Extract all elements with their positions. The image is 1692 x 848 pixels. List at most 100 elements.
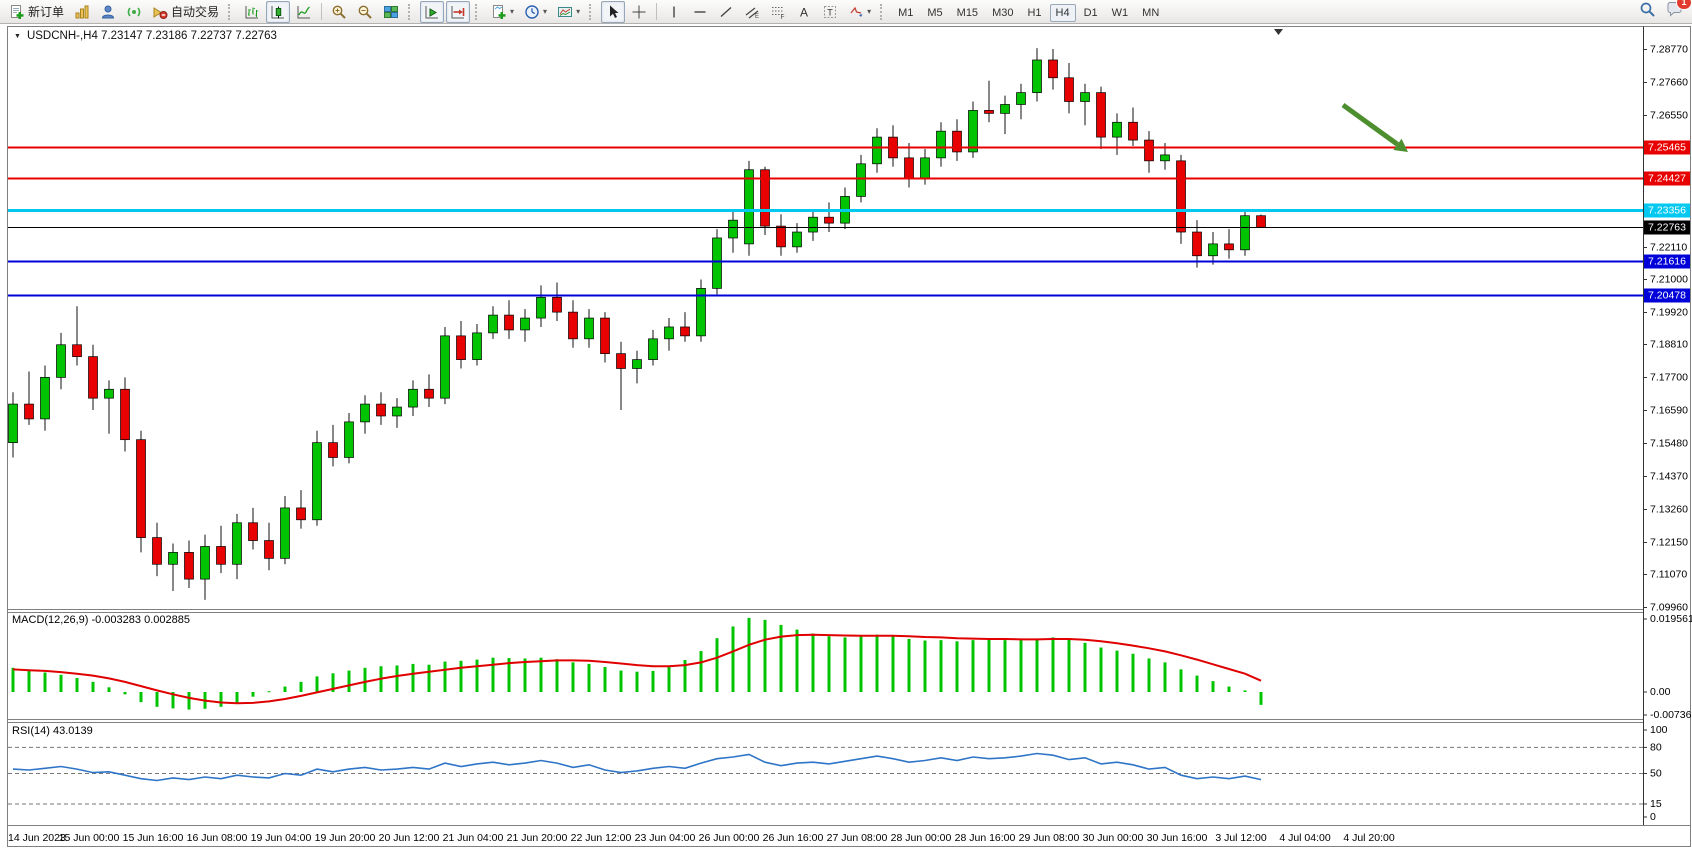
svg-text:15: 15 xyxy=(1650,798,1662,810)
svg-text:7.17700: 7.17700 xyxy=(1650,372,1688,384)
svg-text:21 Jun 04:00: 21 Jun 04:00 xyxy=(443,832,504,844)
zoom-out-icon xyxy=(357,4,373,20)
svg-text:7.27660: 7.27660 xyxy=(1650,77,1688,89)
chart-shift-button[interactable] xyxy=(446,0,471,23)
periods-button[interactable]: ▾ xyxy=(520,1,551,23)
market-watch-button[interactable] xyxy=(70,1,94,23)
cursor-button[interactable] xyxy=(601,0,626,23)
templates-icon xyxy=(557,4,573,20)
price-axis: 7.28770 7.27660 7.26550 7.22110 7.21000 7.199… xyxy=(1643,44,1688,614)
autotrading-button[interactable]: 自动交易 xyxy=(148,1,223,23)
cursor-icon xyxy=(605,4,621,20)
chart-shift-icon xyxy=(450,4,466,20)
fibonacci-icon: F xyxy=(770,4,786,20)
timeframe-D1[interactable]: D1 xyxy=(1083,6,1098,19)
horizontal-line-button[interactable] xyxy=(688,1,712,23)
text-button[interactable]: A xyxy=(792,1,816,23)
chart-window[interactable] xyxy=(6,24,1692,848)
timeframe-M30[interactable]: M30 xyxy=(992,6,1014,19)
fibonacci-button[interactable]: F xyxy=(766,1,790,23)
autotrading-label: 自动交易 xyxy=(171,5,220,19)
chart-shift-marker xyxy=(1274,29,1283,35)
timeframe-H4[interactable]: H4 xyxy=(1049,3,1076,22)
vertical-line-button[interactable] xyxy=(662,1,686,23)
market-watch-icon xyxy=(74,4,90,20)
svg-text:28 Jun 00:00: 28 Jun 00:00 xyxy=(891,832,952,844)
bar-chart-button[interactable] xyxy=(240,1,264,23)
rsi-label: RSI(14) 43.0139 xyxy=(12,725,93,737)
svg-text:7.21616: 7.21616 xyxy=(1648,256,1686,268)
dropdown-caret-icon: ▾ xyxy=(543,6,548,16)
svg-text:7.20478: 7.20478 xyxy=(1648,290,1686,302)
horizontal-line-icon xyxy=(692,4,708,20)
line-chart-button[interactable] xyxy=(292,1,316,23)
svg-text:0.019561: 0.019561 xyxy=(1650,613,1692,625)
chat-button[interactable]: 1 xyxy=(1666,0,1692,22)
templates-button[interactable]: ▾ xyxy=(553,1,584,23)
candlestick-icon xyxy=(270,4,286,20)
new-order-button[interactable]: 新订单 xyxy=(5,1,68,23)
periods-icon xyxy=(524,4,540,20)
svg-text:E: E xyxy=(755,14,759,20)
svg-text:-0.007367: -0.007367 xyxy=(1650,709,1692,721)
toolbar-gripper xyxy=(228,3,235,20)
svg-text:7.25465: 7.25465 xyxy=(1648,142,1686,154)
timeframe-group: M1 M5 M15 M30 H1 H4 D1 W1 MN xyxy=(891,3,1166,22)
svg-text:T: T xyxy=(827,7,833,17)
macd-pane: 0.019561 0.00 -0.007367 MACD(12,26,9) -0.00… xyxy=(11,613,1692,721)
svg-text:7.19920: 7.19920 xyxy=(1650,307,1688,319)
timeframe-MN[interactable]: MN xyxy=(1142,6,1160,19)
new-chart-button[interactable]: ▾ xyxy=(487,1,518,23)
svg-text:7.22763: 7.22763 xyxy=(1648,222,1686,234)
notification-badge: 1 xyxy=(1676,0,1692,10)
arrow-annotation[interactable] xyxy=(1341,102,1408,152)
svg-text:26 Jun 00:00: 26 Jun 00:00 xyxy=(699,832,760,844)
timeframe-M15[interactable]: M15 xyxy=(956,6,979,19)
svg-text:7.11070: 7.11070 xyxy=(1650,569,1687,581)
tile-windows-button[interactable] xyxy=(379,1,403,23)
zoom-in-button[interactable] xyxy=(327,1,351,23)
text-icon: A xyxy=(796,4,812,20)
svg-text:21 Jun 20:00: 21 Jun 20:00 xyxy=(507,832,568,844)
svg-text:19 Jun 20:00: 19 Jun 20:00 xyxy=(315,832,376,844)
zoom-in-icon xyxy=(331,4,347,20)
search-icon[interactable] xyxy=(1639,1,1656,23)
candles-layer xyxy=(8,48,1266,600)
timeframe-H1[interactable]: H1 xyxy=(1027,6,1042,19)
dropdown-caret-icon: ▾ xyxy=(510,6,515,16)
line-chart-icon xyxy=(296,4,312,20)
svg-text:A: A xyxy=(800,5,808,19)
trendline-button[interactable] xyxy=(714,1,738,23)
terminal-button[interactable] xyxy=(122,1,146,23)
toolbar-separator xyxy=(656,3,658,20)
svg-text:26 Jun 16:00: 26 Jun 16:00 xyxy=(763,832,824,844)
svg-text:30 Jun 00:00: 30 Jun 00:00 xyxy=(1083,832,1144,844)
svg-text:15 Jun 16:00: 15 Jun 16:00 xyxy=(123,832,184,844)
candlestick-chart-button[interactable] xyxy=(266,0,291,23)
svg-text:3 Jul 12:00: 3 Jul 12:00 xyxy=(1215,832,1267,844)
channel-button[interactable]: E xyxy=(740,1,764,23)
crosshair-button[interactable] xyxy=(627,1,651,23)
text-label-button[interactable]: T xyxy=(818,1,842,23)
horizontal-lines-layer[interactable]: 7.25465 7.24427 7.23356 7.22763 7.21616 7.204… xyxy=(8,140,1690,303)
timeframe-M5[interactable]: M5 xyxy=(927,6,943,19)
svg-text:7.14370: 7.14370 xyxy=(1650,471,1688,483)
chart-title: ▼ USDCNH-,H4 7.23147 7.23186 7.22737 7.2… xyxy=(14,30,277,42)
auto-scroll-button[interactable] xyxy=(420,0,445,23)
new-order-icon xyxy=(9,4,25,20)
svg-text:80: 80 xyxy=(1650,741,1662,753)
svg-text:15 Jun 00:00: 15 Jun 00:00 xyxy=(59,832,120,844)
vertical-line-icon xyxy=(666,4,682,20)
timeframe-W1[interactable]: W1 xyxy=(1111,6,1129,19)
navigator-button[interactable] xyxy=(96,1,120,23)
chart-collapse-icon[interactable]: ▼ xyxy=(14,32,21,40)
svg-text:20 Jun 12:00: 20 Jun 12:00 xyxy=(379,832,440,844)
zoom-out-button[interactable] xyxy=(353,1,377,23)
timeframe-M1[interactable]: M1 xyxy=(898,6,914,19)
svg-text:7.28770: 7.28770 xyxy=(1650,44,1688,56)
dropdown-caret-icon: ▾ xyxy=(867,6,872,16)
toolbar-gripper xyxy=(408,3,415,20)
arrows-button[interactable]: ▾ xyxy=(844,1,875,23)
